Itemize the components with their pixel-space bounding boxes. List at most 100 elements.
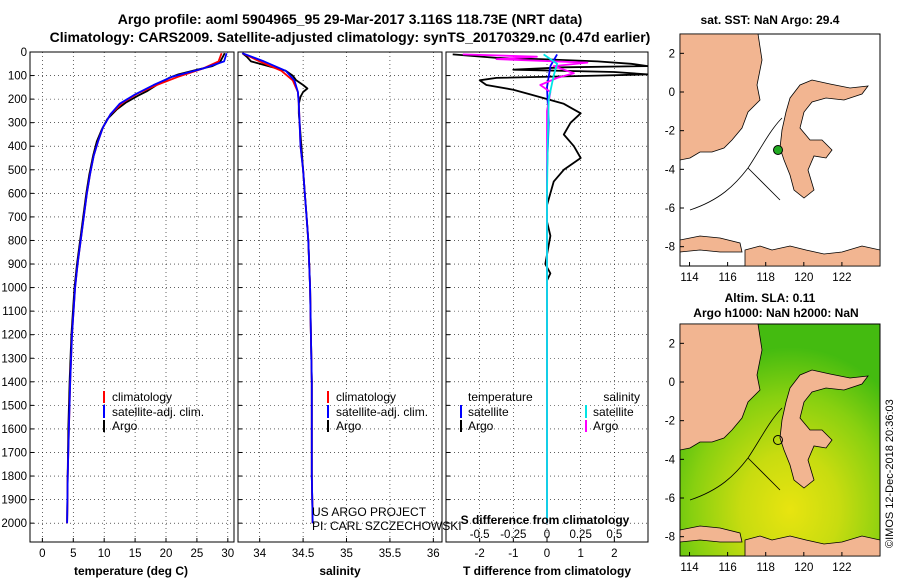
x2-tick-label: 0.25 [569, 529, 591, 541]
y-tick-label: 700 [8, 212, 27, 224]
legend-t-argo-label: Argo [468, 419, 494, 433]
series-s-satellite [543, 53, 558, 524]
x-tick-label: -2 [475, 548, 485, 560]
y-tick-label: 1000 [1, 283, 27, 295]
map-x-tick-label: 120 [794, 562, 813, 574]
y-tick-label: 500 [8, 165, 27, 177]
y-tick-label: 600 [8, 188, 27, 200]
salinity-xlabel: salinity [319, 564, 361, 578]
y-tick-label: 1600 [1, 424, 27, 436]
y-tick-label: 300 [8, 118, 27, 130]
legend-s-argo-label: Argo [593, 419, 619, 433]
x-tick-label: 30 [221, 548, 234, 560]
map-x-tick-label: 116 [718, 272, 736, 284]
y-tick-label: 800 [8, 235, 27, 247]
y-tick-label: 400 [8, 141, 27, 153]
difference-legend: temperature satellite Argo salinity sate… [460, 390, 640, 433]
x-tick-label: 35.5 [379, 548, 401, 560]
x2-tick-label: 0.5 [606, 529, 622, 541]
series-t-argo [452, 53, 648, 524]
legend-sat-label: satellite-adj. clim. [336, 405, 428, 419]
salinity-series [241, 52, 314, 524]
credit-text: ©IMOS 12-Dec-2018 20:36:03 [884, 399, 896, 548]
x-tick-label: 34 [253, 548, 266, 560]
y-tick-label: 0 [21, 47, 27, 59]
series-satellite-adj-clim- [66, 52, 228, 524]
map-y-tick-label: -8 [665, 242, 675, 254]
legend-sat-label: satellite-adj. clim. [112, 405, 204, 419]
argo-location-marker [773, 435, 783, 445]
figure-title-line1: Argo profile: aoml 5904965_95 29-Mar-201… [118, 11, 583, 27]
depth-contour [689, 117, 783, 211]
map-y-tick-label: -4 [665, 454, 676, 466]
x-tick-label: 10 [98, 548, 111, 560]
legend-argo-label: Argo [336, 419, 362, 433]
x-tick-label: 1 [577, 548, 583, 560]
sulawesi-land [779, 369, 869, 489]
sulawesi-land [779, 79, 869, 199]
legend-temperature-title: temperature [468, 390, 533, 404]
sla-map [679, 323, 881, 557]
y-tick-label: 1100 [2, 306, 27, 318]
y-tick-label: 200 [8, 94, 27, 106]
temperature-frame [29, 51, 235, 543]
y-tick-label: 100 [8, 71, 27, 83]
x2-tick-label: -0.5 [470, 529, 490, 541]
x-tick-label: 15 [129, 548, 142, 560]
java-land [680, 525, 743, 543]
x2-tick-label: 0 [544, 529, 550, 541]
borneo-land [680, 34, 763, 161]
map-x-tick-label: 122 [832, 562, 851, 574]
project-annotation: US ARGO PROJECT [312, 505, 427, 519]
y-tick-label: 1700 [1, 447, 27, 459]
legend-argo-label: Argo [112, 419, 138, 433]
salinity-panel: 34 34.5 35 35.5 36 [237, 51, 443, 560]
y-tick-label: 1200 [1, 330, 27, 342]
map-x-tick-label: 118 [757, 272, 775, 284]
difference-xlabel: T difference from climatology [463, 564, 631, 578]
map-y-tick-label: -6 [665, 493, 675, 505]
map-x-tick-label: 114 [680, 272, 699, 284]
pi-annotation: PI: CARL SZCZECHOWSKI [312, 519, 462, 533]
map-y-tick-label: -4 [665, 164, 676, 176]
y-tick-label: 1400 [1, 377, 27, 389]
depth-contour [689, 407, 783, 501]
x2-tick-label: -0.25 [500, 529, 526, 541]
map-x-tick-label: 122 [832, 272, 851, 284]
y-tick-label: 900 [8, 259, 27, 271]
sst-map-title: sat. SST: NaN Argo: 29.4 [701, 13, 840, 27]
x-tick-label: 25 [191, 548, 204, 560]
x-tick-label: 35 [340, 548, 353, 560]
salinity-frame [237, 51, 443, 543]
figure-title-line2: Climatology: CARS2009. Satellite-adjuste… [50, 29, 651, 45]
map-axes: 114 116 118 120 122 2 0 -2 -4 -6 -8 114 116 118 120 122… [665, 48, 852, 574]
legend-clim-label: climatology [112, 390, 172, 404]
map-y-tick-label: 2 [669, 338, 675, 350]
java-land [680, 235, 743, 253]
y-tick-label: 1500 [1, 400, 27, 412]
temperature-series [66, 52, 228, 524]
temperature-xlabel: temperature (deg C) [74, 564, 188, 578]
map-y-tick-label: -8 [665, 532, 675, 544]
map-y-tick-label: -6 [665, 203, 675, 215]
difference-series [452, 53, 648, 524]
argo-location-marker [773, 145, 783, 155]
y-tick-label: 1900 [1, 495, 27, 507]
lesser-sunda-land [744, 535, 880, 556]
sla-map-title1: Altim. SLA: 0.11 [725, 291, 816, 305]
sla-map-title2: Argo h1000: NaN h2000: NaN [693, 306, 858, 320]
sst-map [679, 33, 881, 267]
x-tick-label: 36 [427, 548, 440, 560]
legend-salinity-title: salinity [603, 390, 640, 404]
temperature-panel: 0 100 200 300 400 500 600 700 800 900 1000 1100 1200… [1, 47, 235, 560]
x-tick-label: 34.5 [292, 548, 314, 560]
x-tick-label: 5 [70, 548, 76, 560]
map-x-tick-label: 120 [794, 272, 813, 284]
map-x-tick-label: 114 [680, 562, 699, 574]
legend-clim-label: climatology [336, 390, 396, 404]
legend-s-sat-label: satellite [593, 405, 634, 419]
map-x-tick-label: 116 [718, 562, 736, 574]
map-y-tick-label: 0 [669, 87, 675, 99]
x-tick-label: 2 [611, 548, 617, 560]
